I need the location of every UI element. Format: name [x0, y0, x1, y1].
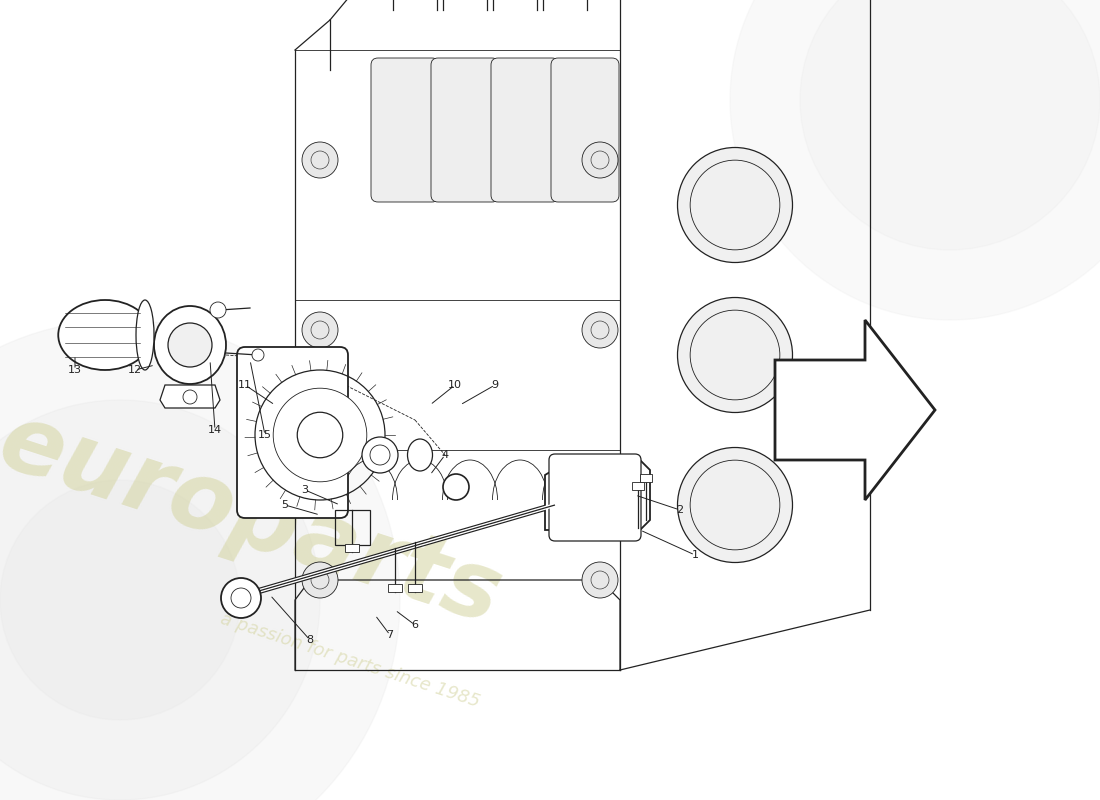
Text: 4: 4 [441, 450, 449, 460]
Circle shape [252, 349, 264, 361]
Circle shape [800, 0, 1100, 250]
Circle shape [302, 312, 338, 348]
Text: 14: 14 [208, 425, 222, 435]
Circle shape [183, 390, 197, 404]
Circle shape [0, 400, 320, 800]
Ellipse shape [407, 439, 432, 471]
Circle shape [302, 562, 338, 598]
Circle shape [730, 0, 1100, 320]
FancyBboxPatch shape [236, 347, 348, 518]
Text: 8: 8 [307, 635, 314, 645]
Ellipse shape [136, 300, 154, 370]
FancyBboxPatch shape [491, 58, 559, 202]
Circle shape [0, 480, 240, 720]
Circle shape [221, 578, 261, 618]
Bar [388, 584, 401, 592]
Text: 7: 7 [386, 630, 394, 640]
Circle shape [302, 142, 338, 178]
Polygon shape [544, 455, 650, 530]
Text: 5: 5 [282, 500, 288, 510]
Text: 11: 11 [238, 380, 252, 390]
Circle shape [443, 474, 469, 500]
Circle shape [0, 320, 400, 800]
Text: 3: 3 [301, 485, 308, 495]
Ellipse shape [58, 300, 152, 370]
Polygon shape [776, 320, 935, 500]
Bar [632, 482, 644, 490]
Text: 13: 13 [68, 365, 82, 375]
Text: 1: 1 [692, 550, 698, 560]
Circle shape [273, 388, 366, 482]
Text: 10: 10 [448, 380, 462, 390]
Circle shape [210, 302, 225, 318]
Ellipse shape [678, 298, 792, 413]
FancyBboxPatch shape [431, 58, 499, 202]
Polygon shape [160, 385, 220, 408]
Circle shape [582, 562, 618, 598]
Ellipse shape [678, 147, 792, 262]
Bar [345, 544, 359, 552]
Text: 9: 9 [492, 380, 498, 390]
FancyBboxPatch shape [371, 58, 439, 202]
Text: 2: 2 [676, 505, 683, 515]
Circle shape [362, 437, 398, 473]
Circle shape [582, 142, 618, 178]
FancyBboxPatch shape [549, 454, 641, 541]
Text: europarts: europarts [0, 395, 513, 645]
Bar [640, 474, 652, 482]
Ellipse shape [154, 306, 226, 384]
Text: 15: 15 [258, 430, 272, 440]
Circle shape [582, 312, 618, 348]
Text: a passion for parts since 1985: a passion for parts since 1985 [218, 610, 482, 710]
Bar [408, 584, 422, 592]
Ellipse shape [678, 447, 792, 562]
Text: 6: 6 [411, 620, 418, 630]
Circle shape [168, 323, 212, 367]
FancyBboxPatch shape [551, 58, 619, 202]
Text: 12: 12 [128, 365, 142, 375]
Circle shape [297, 412, 343, 458]
